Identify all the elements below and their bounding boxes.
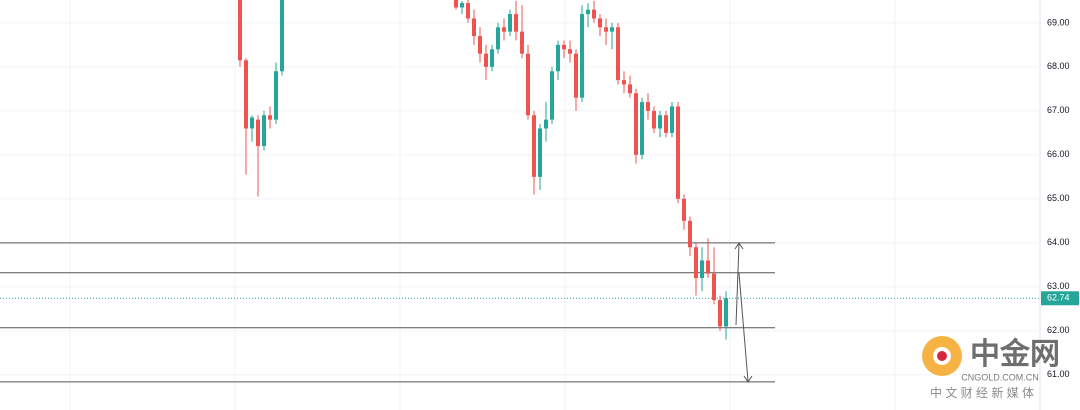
candle-body <box>502 27 506 32</box>
last-price-box <box>1041 291 1079 306</box>
candle-body <box>526 53 530 116</box>
candle-body <box>652 110 656 129</box>
candle-body <box>724 298 728 327</box>
candle-body <box>706 260 710 274</box>
watermark-slogan: 中 文 财 经 新 媒 体 <box>930 385 1034 400</box>
y-tick-label: 61.00 <box>1047 369 1070 379</box>
candle-body <box>640 102 644 155</box>
price-axis: 61.00 62.00 63.00 64.00 65.00 66.00 67.00 68.00… <box>1041 17 1079 379</box>
candle-body <box>586 9 590 15</box>
watermark-domain: CNGOLD.COM.CN <box>961 372 1039 382</box>
candle-body <box>268 115 272 120</box>
candle-body <box>622 80 626 85</box>
candle-body <box>454 0 458 8</box>
y-tick-label: 69.00 <box>1047 17 1070 27</box>
candle-body <box>676 106 680 199</box>
watermark: 中金网 CNGOLD.COM.CN 中 文 财 经 新 媒 体 <box>922 336 1060 400</box>
candle-body <box>604 27 608 32</box>
candle-body <box>598 18 602 28</box>
candle-body <box>244 60 248 129</box>
candle-body <box>274 71 278 120</box>
candle-body <box>460 3 464 8</box>
candle-body <box>682 198 686 221</box>
y-tick-label: 68.00 <box>1047 61 1070 71</box>
candle-body <box>508 14 512 32</box>
candles <box>238 0 728 340</box>
y-tick-label: 63.00 <box>1047 281 1070 291</box>
candle-body <box>562 44 566 50</box>
logo-dot <box>937 351 947 361</box>
candle-body <box>610 27 614 32</box>
vertical-grid <box>69 0 896 410</box>
candle-body <box>616 27 620 81</box>
candle-body <box>544 119 548 129</box>
candle-body <box>568 49 572 54</box>
candle-body <box>496 27 500 50</box>
candle-body <box>280 0 284 72</box>
arrows <box>734 242 753 383</box>
candle-body <box>532 115 536 177</box>
arrow-head <box>734 242 744 250</box>
candle-body <box>490 49 494 67</box>
candle-body <box>238 0 242 61</box>
candle-body <box>550 71 554 120</box>
candle-body <box>670 106 674 133</box>
candle-body <box>514 14 518 32</box>
candle-body <box>592 9 596 19</box>
candle-body <box>466 3 470 19</box>
candle-body <box>700 260 704 279</box>
candle-body <box>256 119 260 147</box>
candle-body <box>538 128 542 177</box>
watermark-name: 中金网 <box>970 337 1060 371</box>
candle-body <box>718 300 722 327</box>
candle-body <box>628 84 632 94</box>
arrow-up <box>735 243 740 326</box>
candle-body <box>484 53 488 67</box>
candle-body <box>694 247 698 279</box>
candle-body <box>688 220 692 248</box>
candle-body <box>556 44 560 72</box>
y-tick-label: 62.00 <box>1047 325 1070 335</box>
candle-body <box>262 115 266 147</box>
candle-body <box>478 36 482 54</box>
last-price-label: 62.74 <box>1047 293 1070 303</box>
y-tick-label: 65.00 <box>1047 193 1070 203</box>
candle-body <box>574 53 578 98</box>
candle-body <box>646 102 650 111</box>
y-tick-label: 66.00 <box>1047 149 1070 159</box>
y-tick-label: 67.00 <box>1047 105 1070 115</box>
candle-body <box>664 115 668 133</box>
candle-body <box>520 31 524 54</box>
candle-body <box>472 18 476 37</box>
arrow-down <box>738 272 749 382</box>
levels <box>0 242 1040 383</box>
candle-body <box>580 14 584 98</box>
y-tick-label: 64.00 <box>1047 237 1070 247</box>
candle-body <box>250 117 254 129</box>
candle-body <box>658 115 662 129</box>
candle-body <box>634 93 638 155</box>
grid <box>0 22 1040 376</box>
arrow-head <box>743 375 753 383</box>
candle-body <box>712 273 716 301</box>
